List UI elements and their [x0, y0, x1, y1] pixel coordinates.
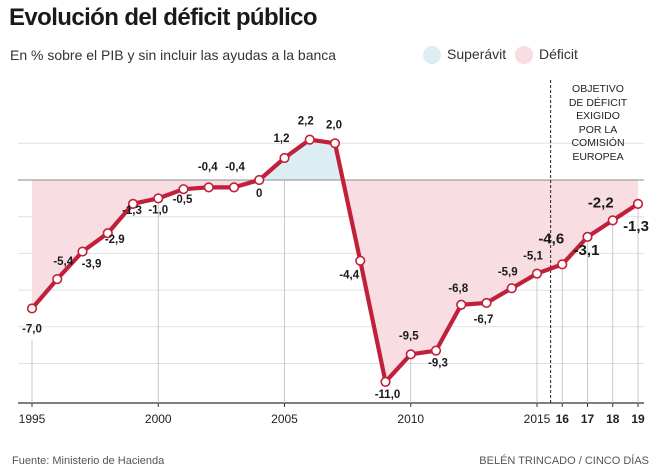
data-point-2012: [456, 299, 467, 310]
data-label-1997: -3,9: [82, 259, 102, 271]
data-point-1998: [102, 228, 113, 239]
data-points: [26, 134, 644, 387]
data-point-2018: [607, 215, 618, 226]
data-point-2003: [228, 182, 240, 193]
x-tick-label-1995: 1995: [19, 412, 46, 426]
x-tick-label-2019: 19: [631, 412, 645, 426]
data-label-2004: 0: [256, 188, 262, 200]
data-point-2009: [380, 376, 391, 387]
legend-item-surplus: Superávit: [423, 46, 507, 65]
data-point-2007: [329, 138, 341, 149]
data-point-2017: [582, 231, 593, 242]
data-point-1997: [77, 246, 88, 257]
surplus-area: [32, 139, 638, 180]
data-label-2000: -1,0: [148, 204, 168, 216]
data-label-2008: -4,4: [339, 270, 359, 282]
legend-label-surplus: Superávit: [447, 46, 507, 62]
x-tick-label-2005: 2005: [271, 412, 298, 426]
data-label-2012: -6,8: [448, 283, 468, 295]
x-tick-label-2018: 18: [606, 412, 620, 426]
data-label-2013: -6,7: [474, 314, 494, 326]
data-point-2000: [153, 193, 164, 204]
data-label-2003: -0,4: [225, 161, 245, 173]
data-label-2010: -9,5: [399, 330, 419, 342]
data-point-2013: [481, 297, 492, 309]
data-label-2009: -11,0: [375, 389, 401, 401]
deficit-swatch-icon: [515, 46, 533, 65]
deficit-area: [32, 180, 638, 382]
data-point-2004: [254, 174, 265, 186]
data-point-2010: [405, 349, 416, 360]
data-label-2018: -2,2: [588, 194, 614, 211]
source-note: Fuente: Ministerio de Hacienda: [12, 455, 165, 467]
legend-item-deficit: Déficit: [515, 46, 578, 65]
data-point-2008: [355, 255, 366, 266]
data-label-1996: -5,4: [53, 256, 73, 268]
data-point-2002: [203, 182, 214, 193]
data-labels: -7,0 -5,4 -3,9 -2,9 -1,3 -1,0 -0,5 -0,4 -0,4 0 1,2…: [22, 116, 649, 401]
x-tick-label-2000: 2000: [145, 412, 172, 426]
data-label-2014: -5,9: [498, 266, 518, 278]
data-label-2015: -5,1: [523, 251, 543, 263]
surplus-swatch-icon: [423, 46, 441, 65]
data-label-2016: -4,6: [538, 230, 564, 247]
chart-title: Evolución del déficit público: [9, 4, 318, 31]
data-label-2001: -0,5: [173, 194, 193, 206]
data-point-2014: [506, 283, 517, 294]
data-point-2005: [279, 152, 290, 164]
data-label-2002: -0,4: [198, 161, 218, 173]
data-label-2006: 2,2: [298, 116, 314, 128]
data-point-2001: [178, 184, 189, 195]
data-label-1995: -7,0: [22, 323, 42, 335]
data-label-2011: -9,3: [428, 358, 448, 370]
data-point-2015: [531, 268, 543, 279]
x-tick-label-2015: 2015: [524, 412, 551, 426]
legend-label-deficit: Déficit: [539, 46, 578, 62]
credit-note: BELÉN TRINCADO / CINCO DÍAS: [479, 455, 649, 467]
data-point-2019: [632, 198, 644, 209]
data-label-2017: -3,1: [574, 242, 600, 259]
data-label-2005: 1,2: [274, 133, 290, 145]
data-point-2006: [304, 134, 315, 145]
x-tick-label-2010: 2010: [397, 412, 424, 426]
data-point-1999: [127, 198, 139, 209]
data-point-2011: [430, 345, 442, 356]
data-label-2007: 2,0: [326, 119, 342, 131]
data-label-1999: -1,3: [122, 205, 142, 217]
data-point-1996: [52, 273, 63, 285]
x-tick-label-2016: 16: [556, 412, 570, 426]
axes: [18, 80, 644, 407]
data-label-1998: -2,9: [105, 234, 125, 246]
x-tick-label-2017: 17: [581, 412, 595, 426]
area-fills: [32, 139, 638, 382]
chart-subtitle: En % sobre el PIB y sin incluir las ayud…: [10, 47, 337, 63]
data-point-1995: [26, 303, 38, 314]
data-point-2016: [557, 259, 568, 270]
objective-annotation: OBJETIVO DE DÉFICIT EXIGIDO POR LA COMIS…: [568, 83, 628, 163]
data-label-2019: -1,3: [623, 218, 649, 235]
x-tick-labels: 1995 2000 2005 2010 2015 16 17 18 19: [19, 412, 645, 426]
